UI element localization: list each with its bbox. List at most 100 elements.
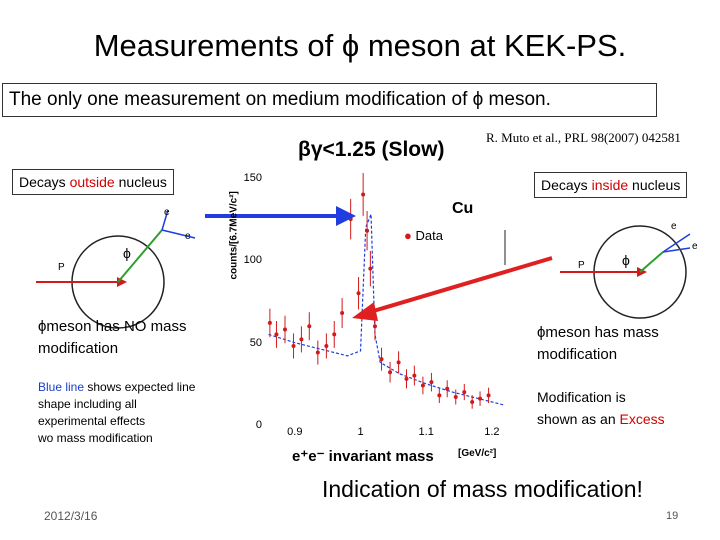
left-proton-label: P [58, 262, 65, 273]
data-point [429, 372, 434, 392]
data-point [388, 362, 393, 383]
data-marker [299, 337, 304, 342]
right-explanation: ϕmeson has mass modification [537, 322, 659, 366]
right-positron-label: e [692, 241, 698, 252]
data-point [412, 365, 417, 386]
excess-note: Modification is shown as an Excess [537, 386, 665, 430]
data-marker [274, 332, 279, 337]
callout-text: nucleus [114, 174, 167, 190]
speed-label: βγ<1.25 (Slow) [298, 138, 445, 161]
data-marker [453, 395, 458, 400]
data-marker [470, 399, 475, 404]
data-point [324, 333, 329, 359]
data-marker [437, 393, 442, 398]
data-point [267, 308, 272, 338]
slide-title: Measurements of ϕ meson at KEK-PS. [93, 28, 627, 63]
data-marker [315, 350, 320, 355]
data-point [453, 389, 458, 405]
data-marker [291, 343, 296, 348]
left-explanation: ϕmeson has NO mass modification [38, 316, 186, 360]
footer-date: 2012/3/16 [44, 509, 98, 523]
decays-inside-callout: Decays inside nucleus [534, 172, 688, 198]
data-marker [486, 393, 491, 398]
data-point [356, 277, 361, 310]
data-point [291, 333, 296, 359]
data-marker [478, 396, 483, 401]
right-proton-label: P [578, 260, 585, 271]
left-phi-label: ϕ [123, 245, 131, 261]
data-marker [365, 228, 370, 233]
text-line: shown as an [537, 411, 620, 427]
text-line: wo mass modification [38, 431, 153, 445]
legend-marker-icon: ● [404, 228, 412, 243]
data-marker [445, 386, 450, 391]
text-line: ϕmeson has NO mass [38, 318, 187, 335]
indication-text: Indication of mass modification! [322, 476, 643, 502]
callout-highlight: outside [69, 174, 115, 190]
data-marker [462, 390, 467, 395]
text-line: Modification is [537, 389, 626, 405]
data-marker [412, 373, 417, 378]
red-arrowhead [352, 302, 378, 321]
chart-xlabel: e⁺e⁻ invariant mass [292, 448, 434, 465]
blue-line-note: Blue line shows expected line shape incl… [38, 379, 195, 447]
data-point [420, 376, 425, 395]
data-marker [404, 376, 409, 381]
chart-xunit: [GeV/c²] [458, 448, 497, 459]
right-electron-label: e [671, 221, 677, 232]
y-tick-label: 100 [243, 254, 262, 267]
note-highlight: Blue line [38, 380, 85, 394]
data-point [299, 326, 304, 353]
blue-arrowhead [336, 206, 356, 226]
x-tick-label: 0.9 [287, 426, 303, 438]
chart-target-label: Cu [452, 200, 474, 217]
data-marker [429, 380, 434, 385]
left-electron-line [161, 209, 169, 231]
callout-text: Decays [541, 177, 592, 193]
legend-label: Data [415, 228, 443, 243]
y-tick-label: 0 [255, 419, 262, 431]
right-phi-line [639, 251, 664, 273]
data-marker [372, 324, 377, 329]
reference: R. Muto et al., PRL 98(2007) 042581 [486, 130, 681, 145]
data-point [396, 351, 401, 374]
chart-layer [267, 173, 506, 409]
right-positron-line [662, 247, 691, 253]
data-marker [368, 266, 373, 271]
data-point [274, 321, 279, 348]
text-line: shows expected line [84, 380, 196, 394]
data-marker [361, 192, 366, 197]
left-positron-line [161, 229, 196, 239]
data-point [282, 315, 287, 344]
text-line: shape including all [38, 397, 137, 411]
data-marker [388, 370, 393, 375]
right-proton-arrowhead [637, 267, 647, 277]
data-point [340, 298, 345, 328]
callout-highlight: inside [591, 177, 629, 193]
data-point [365, 211, 370, 251]
callout-text: Decays [19, 174, 70, 190]
data-point [307, 312, 312, 341]
y-tick-label: 150 [243, 172, 262, 184]
data-point [315, 340, 320, 365]
data-point [437, 387, 442, 404]
expected-shape-line [268, 214, 506, 406]
data-marker [420, 383, 425, 388]
left-positron-label: e [185, 231, 191, 242]
data-marker [379, 357, 384, 362]
data-marker [267, 320, 272, 325]
data-marker [307, 324, 312, 329]
decays-outside-callout: Decays outside nucleus [12, 169, 174, 195]
left-phi-line [117, 229, 163, 283]
data-point [368, 250, 373, 287]
data-marker [324, 343, 329, 348]
data-marker [356, 291, 361, 296]
data-point [332, 321, 337, 348]
data-point [379, 347, 384, 371]
text-line: experimental effects [38, 414, 146, 428]
red-arrow-line [369, 256, 553, 314]
excess-highlight: Excess [619, 411, 665, 427]
text-line: ϕmeson has mass [537, 324, 659, 341]
data-marker [332, 332, 337, 337]
